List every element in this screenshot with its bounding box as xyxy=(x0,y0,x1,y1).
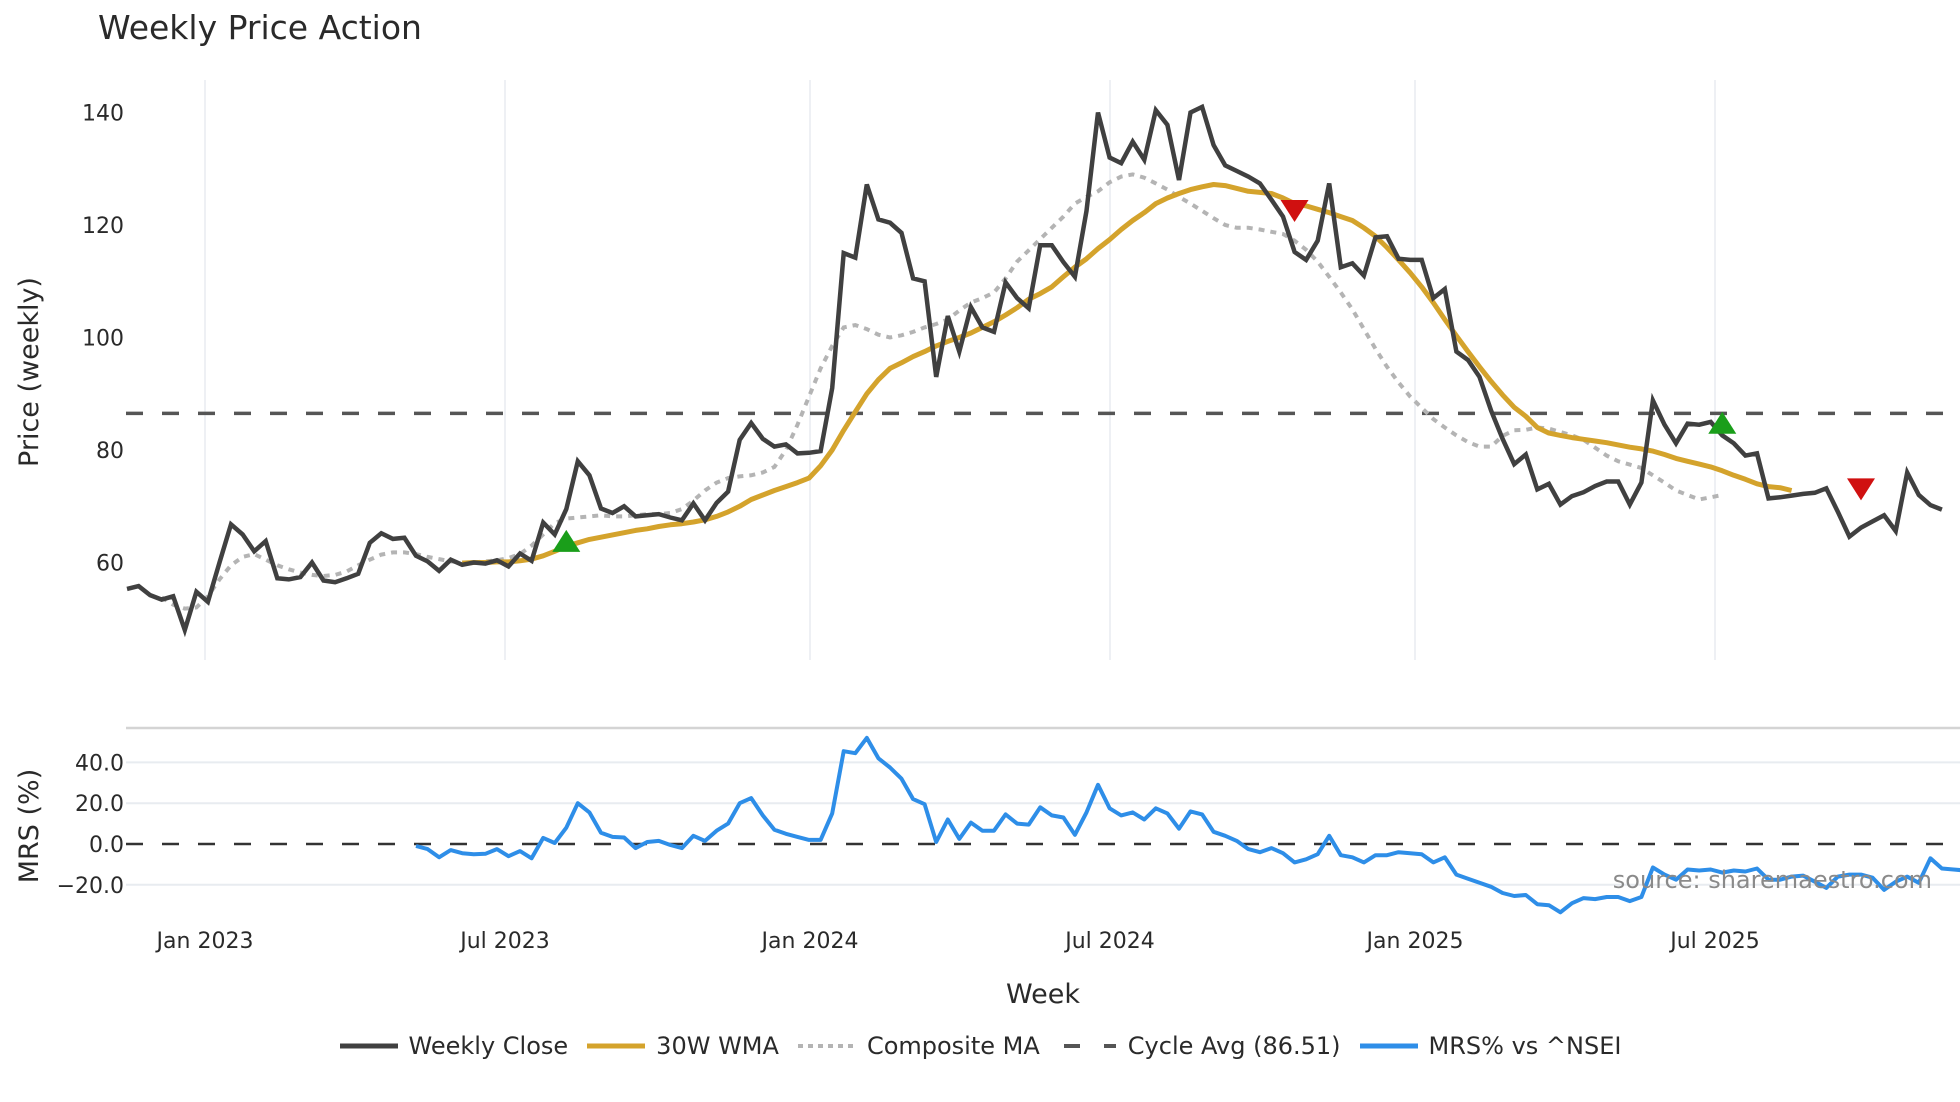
grid-lines xyxy=(126,80,1960,886)
price-panel xyxy=(126,103,1960,638)
composite-ma-line xyxy=(160,172,1723,611)
svg-text:60: 60 xyxy=(96,552,124,577)
wma-line xyxy=(462,182,1793,566)
solid-line-swatch-icon xyxy=(339,1043,398,1049)
svg-text:140: 140 xyxy=(82,102,124,127)
solid-line-swatch-icon xyxy=(587,1043,646,1049)
svg-text:Jan 2025: Jan 2025 xyxy=(1365,929,1464,954)
buy-signal-triangle-icon xyxy=(552,529,581,552)
dotted-line-swatch-icon xyxy=(797,1044,856,1048)
svg-text:Price (weekly): Price (weekly) xyxy=(14,277,45,467)
svg-text:120: 120 xyxy=(82,214,124,239)
legend-item-weekly-close[interactable]: Weekly Close xyxy=(339,1032,569,1060)
source-annotation: source: sharemaestro.com xyxy=(1612,866,1932,894)
legend-label: Cycle Avg (86.51) xyxy=(1127,1032,1341,1060)
svg-text:Jul 2023: Jul 2023 xyxy=(458,929,550,954)
legend-label: Composite MA xyxy=(866,1032,1040,1060)
sell-signal-triangle-icon xyxy=(1280,199,1309,222)
svg-text:20.0: 20.0 xyxy=(75,792,124,817)
solid-line-swatch-icon xyxy=(1359,1043,1418,1049)
legend-item-mrs[interactable]: MRS% vs ^NSEI xyxy=(1359,1032,1622,1060)
svg-text:Jul 2024: Jul 2024 xyxy=(1063,929,1155,954)
svg-text:Jan 2024: Jan 2024 xyxy=(760,929,859,954)
svg-text:MRS (%): MRS (%) xyxy=(14,769,45,884)
chart-title: Weekly Price Action xyxy=(98,8,422,47)
legend-item-cycle-avg[interactable]: Cycle Avg (86.51) xyxy=(1058,1032,1341,1060)
svg-text:80: 80 xyxy=(96,439,124,464)
mrs-panel xyxy=(126,735,1960,915)
svg-text:−20.0: −20.0 xyxy=(57,874,124,899)
buy-signal-triangle-icon xyxy=(1708,411,1737,434)
svg-text:100: 100 xyxy=(82,327,124,352)
legend-label: Weekly Close xyxy=(408,1032,569,1060)
legend: Weekly Close 30W WMA Composite MA Cycle … xyxy=(0,1032,1960,1060)
legend-label: 30W WMA xyxy=(656,1032,779,1060)
legend-item-composite-ma[interactable]: Composite MA xyxy=(797,1032,1040,1060)
sell-signal-triangle-icon xyxy=(1847,478,1875,501)
axes: 60 80 100 120 140 40.0 20.0 0.0 −20.0 Jan 2023 Jul… xyxy=(14,102,1760,1011)
svg-text:Week: Week xyxy=(1006,979,1080,1010)
legend-item-30w-wma[interactable]: 30W WMA xyxy=(586,1032,779,1060)
svg-text:40.0: 40.0 xyxy=(75,751,124,776)
dashed-line-swatch-icon xyxy=(1063,1044,1116,1048)
mrs-line xyxy=(415,735,1960,915)
svg-text:0.0: 0.0 xyxy=(89,833,124,858)
weekly-close-line xyxy=(126,103,1943,638)
svg-text:Jul 2025: Jul 2025 xyxy=(1668,929,1760,954)
svg-text:Jan 2023: Jan 2023 xyxy=(155,929,254,954)
legend-label: MRS% vs ^NSEI xyxy=(1428,1032,1622,1060)
